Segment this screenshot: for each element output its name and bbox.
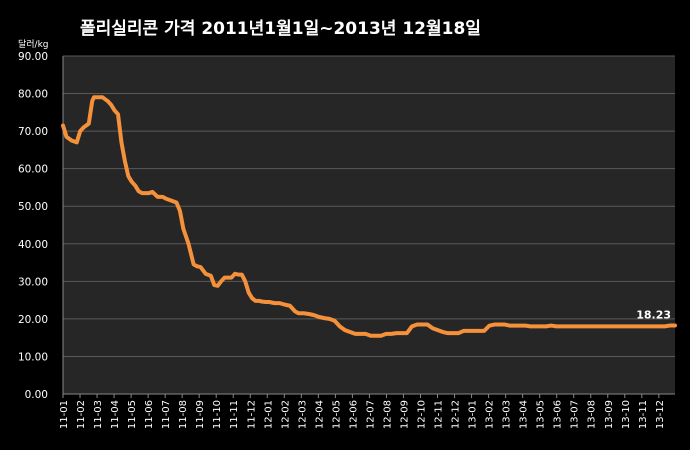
y-tick-label: 40.00 xyxy=(18,239,48,251)
x-tick-label: 13-02 xyxy=(485,400,496,429)
y-axis-unit-label: 달러/kg xyxy=(18,40,49,50)
y-tick-label: 90.00 xyxy=(18,51,48,63)
x-tick-label: 12-11 xyxy=(434,400,445,429)
x-tick-label: 12-12 xyxy=(451,400,462,429)
y-tick-label: 80.00 xyxy=(18,89,48,101)
y-tick-label: 70.00 xyxy=(18,126,48,138)
x-tick-label: 13-07 xyxy=(570,400,581,429)
x-tick-label: 11-12 xyxy=(246,400,257,429)
y-tick-label: 0.00 xyxy=(25,389,48,401)
x-tick-label: 11-11 xyxy=(229,400,240,429)
x-tick-label: 12-10 xyxy=(416,400,427,429)
x-tick-label: 13-01 xyxy=(468,400,479,429)
x-tick-label: 13-06 xyxy=(553,400,564,429)
x-axis-ticks: 11-01 11-02 11-03 11-04 11-05 11-06 11-07 11-08… xyxy=(59,394,666,429)
x-tick-label: 13-11 xyxy=(638,400,649,429)
y-axis-ticks: 0.00 10.00 20.00 30.00 40.00 50.00 60.00 70.00 8… xyxy=(18,51,48,401)
x-tick-label: 11-08 xyxy=(178,400,189,429)
x-tick-label: 11-01 xyxy=(59,400,70,429)
y-tick-label: 10.00 xyxy=(18,351,48,363)
x-tick-label: 11-07 xyxy=(161,400,172,429)
x-tick-label: 12-07 xyxy=(365,400,376,429)
x-tick-label: 13-09 xyxy=(604,400,615,429)
plot-area xyxy=(63,56,675,394)
x-tick-label: 13-03 xyxy=(502,400,513,429)
x-tick-label: 12-01 xyxy=(263,400,274,429)
gridlines xyxy=(63,55,675,357)
x-tick-label: 13-04 xyxy=(519,400,530,429)
x-tick-label: 11-09 xyxy=(195,400,206,429)
x-tick-label: 12-05 xyxy=(331,400,342,429)
y-tick-label: 60.00 xyxy=(18,164,48,176)
x-tick-label: 12-08 xyxy=(382,400,393,429)
y-tick-label: 20.00 xyxy=(18,314,48,326)
end-value-label: 18.23 xyxy=(636,309,671,322)
y-tick-label: 30.00 xyxy=(18,276,48,288)
x-tick-label: 11-04 xyxy=(110,400,121,429)
series-line-price xyxy=(61,95,677,338)
x-tick-label: 13-08 xyxy=(587,400,598,429)
x-tick-label: 11-02 xyxy=(76,400,87,429)
x-tick-label: 11-03 xyxy=(93,400,104,429)
chart-title: 폴리실리콘 가격 2011년1월1일~2013년 12월18일 xyxy=(80,19,481,39)
x-tick-label: 11-06 xyxy=(144,400,155,429)
x-tick-label: 13-12 xyxy=(655,400,666,429)
x-tick-label: 12-09 xyxy=(399,400,410,429)
x-tick-label: 12-06 xyxy=(348,400,359,429)
x-tick-label: 12-03 xyxy=(297,400,308,429)
x-tick-label: 11-05 xyxy=(127,400,138,429)
x-tick-label: 12-04 xyxy=(314,400,325,429)
x-tick-label: 12-02 xyxy=(280,400,291,429)
x-tick-label: 11-10 xyxy=(212,400,223,429)
x-tick-label: 13-10 xyxy=(621,400,632,429)
x-tick-label: 13-05 xyxy=(536,400,547,429)
y-tick-label: 50.00 xyxy=(18,201,48,213)
